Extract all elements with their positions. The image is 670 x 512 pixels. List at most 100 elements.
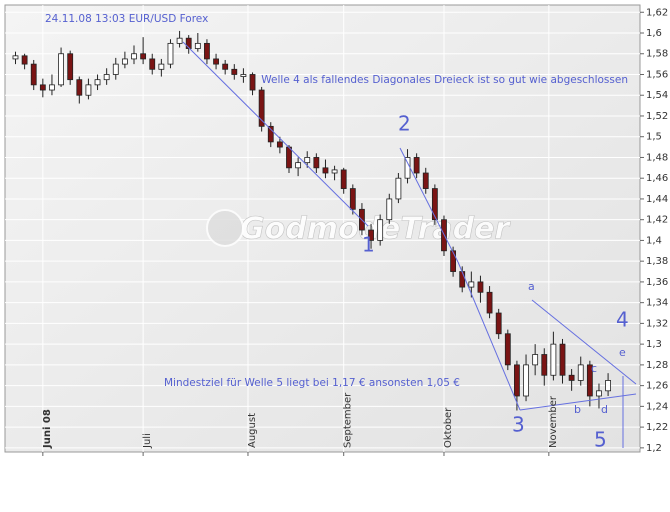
candle-body	[185, 37, 192, 49]
candle-body	[140, 53, 147, 60]
y-tick-label: 1,32	[646, 318, 668, 329]
y-tick-label: 1,54	[646, 90, 668, 101]
plot-area	[4, 4, 641, 453]
y-tick-label: 1,62	[646, 7, 668, 18]
y-tick-label: 1,22	[646, 422, 668, 433]
candle-body	[276, 141, 283, 148]
candle-body	[559, 343, 566, 376]
candle-body	[58, 53, 64, 86]
candle-body	[158, 63, 165, 70]
candle-body	[586, 364, 593, 397]
y-tick-label: 1,42	[646, 215, 668, 226]
candle-body	[431, 188, 438, 221]
candle-body	[67, 53, 74, 81]
candle-body	[85, 84, 92, 96]
candle-body	[331, 169, 338, 174]
candle-body	[523, 364, 529, 397]
candle-body	[377, 219, 384, 241]
candle-body	[422, 172, 429, 189]
x-tick-label: Juni 08	[42, 409, 53, 449]
trend-line	[531, 299, 637, 385]
x-tick-label: August	[247, 413, 258, 448]
candle-body	[304, 157, 311, 164]
candle-body	[267, 125, 274, 143]
candle-body	[568, 374, 575, 381]
candle-body	[450, 250, 457, 272]
candle-body	[322, 167, 329, 174]
candle-body	[541, 354, 548, 376]
trend-line	[519, 393, 637, 411]
candle-body	[249, 74, 256, 91]
candle-body	[176, 37, 183, 44]
y-tick-label: 1,2	[646, 443, 662, 454]
candle-body	[258, 89, 265, 127]
x-tick-label: Juli	[142, 433, 153, 449]
candle-body	[395, 177, 402, 200]
candle-body	[149, 58, 156, 70]
candle-body	[39, 84, 46, 91]
trend-line	[457, 261, 521, 411]
candle-body	[21, 55, 28, 65]
candle-body	[504, 333, 511, 366]
candle-body	[459, 271, 466, 288]
y-tick-label: 1,36	[646, 277, 668, 288]
x-tick-label: September	[343, 392, 354, 448]
candle-body	[286, 146, 292, 169]
candle-body	[204, 42, 210, 60]
candle-body	[213, 58, 219, 65]
trend-lines	[182, 41, 637, 448]
candle-body	[605, 380, 611, 392]
candle-body	[240, 74, 247, 77]
annotation: Mindestziel für Welle 5 liegt bei 1,17 €…	[164, 377, 460, 389]
y-tick-label: 1,52	[646, 111, 668, 122]
candle-body	[30, 63, 37, 86]
y-tick-label: 1,24	[646, 401, 668, 412]
candle-body	[514, 364, 520, 397]
watermark-logo	[206, 209, 244, 247]
x-tick-label: Oktober	[443, 407, 454, 448]
candle-body	[121, 58, 128, 65]
wave-label: c	[591, 362, 597, 375]
wave-label: a	[528, 280, 535, 293]
candle-body	[76, 79, 83, 96]
x-tick-label: November	[548, 395, 559, 448]
y-tick-label: 1,6	[646, 28, 662, 39]
candle-body	[112, 63, 119, 75]
candle-body	[231, 68, 238, 75]
wave-label: 3	[512, 413, 525, 437]
y-tick-label: 1,56	[646, 69, 668, 80]
candle-body	[495, 312, 502, 335]
candle-body	[550, 343, 557, 376]
candle-body	[532, 354, 539, 366]
candle-body	[49, 84, 55, 91]
chart-title: 24.11.08 13:03 EUR/USD Forex	[45, 13, 208, 25]
candle-body	[295, 162, 302, 169]
wave-label: 2	[398, 112, 411, 136]
y-tick-label: 1,48	[646, 152, 668, 163]
y-tick-label: 1,58	[646, 49, 668, 60]
candle-body	[131, 53, 137, 60]
candle-body	[222, 63, 229, 70]
y-tick-label: 1,44	[646, 194, 668, 205]
candle-body	[103, 74, 110, 81]
candle-body	[386, 198, 393, 221]
candle-body	[468, 281, 475, 288]
candle-body	[340, 169, 347, 189]
y-tick-label: 1,46	[646, 173, 668, 184]
y-tick-label: 1,38	[646, 256, 668, 267]
wave-label: 1	[362, 233, 375, 257]
candle-body	[477, 281, 484, 293]
y-tick-label: 1,4	[646, 235, 662, 246]
wave-label: e	[619, 346, 626, 359]
annotation: Welle 4 als fallendes Diagonales Dreieck…	[261, 74, 628, 86]
candle-body	[313, 157, 320, 169]
candle-body	[349, 188, 356, 210]
wave-label: b	[574, 403, 581, 416]
candle-body	[94, 79, 101, 86]
trend-line	[399, 147, 459, 263]
candle-body	[486, 291, 493, 314]
candle-body	[368, 229, 374, 241]
candle-body	[167, 42, 174, 65]
y-tick-label: 1,5	[646, 132, 662, 143]
